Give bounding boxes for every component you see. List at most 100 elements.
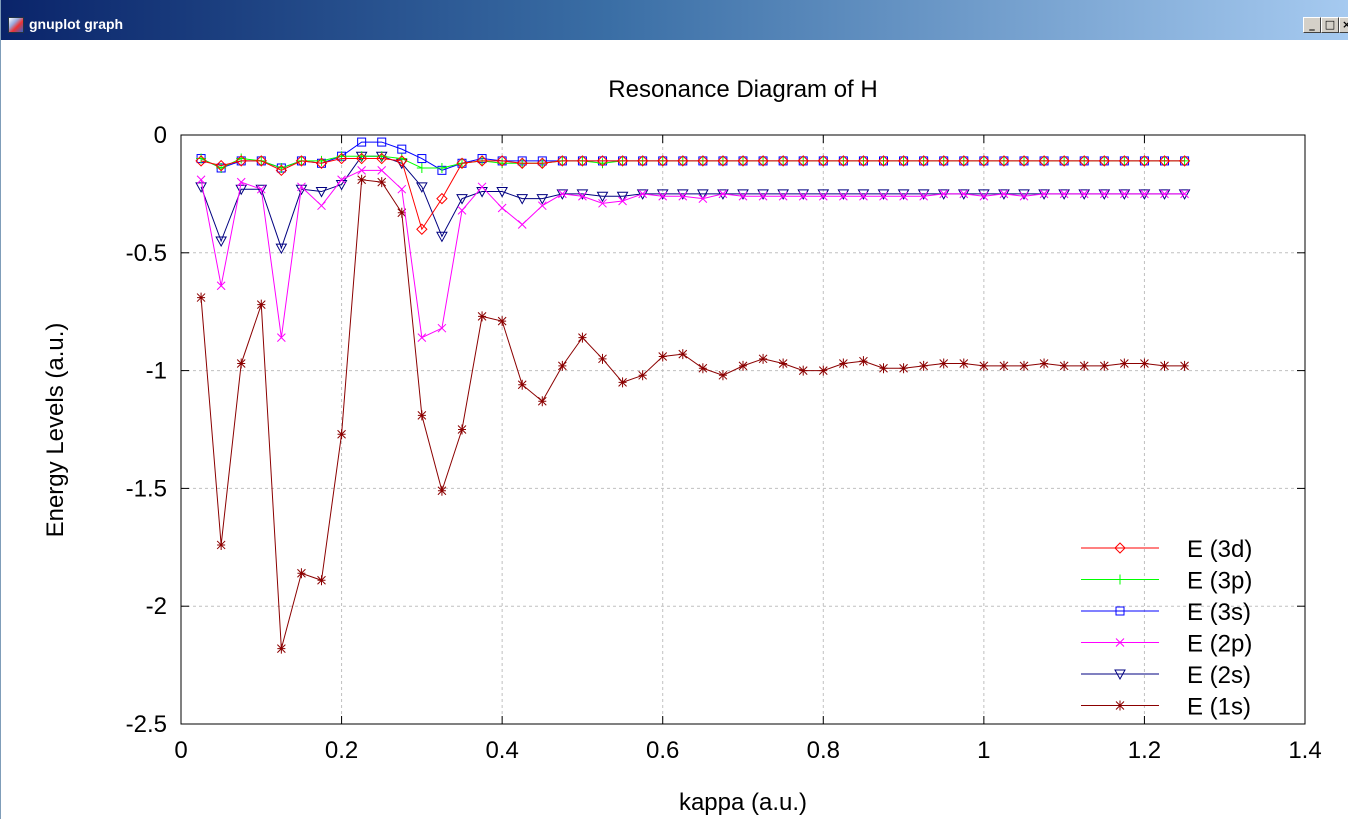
legend-label: E (1s): [1187, 694, 1251, 721]
data-point-marker: [277, 333, 286, 342]
data-point-marker: [798, 191, 808, 201]
data-point-marker: [717, 155, 729, 167]
data-point-marker: [416, 162, 427, 173]
y-tick-label: -1: [146, 358, 167, 385]
data-point-marker: [1019, 191, 1029, 201]
legend-label: E (3p): [1187, 568, 1252, 595]
series-line: [200, 158, 1185, 231]
data-point-marker: [737, 155, 749, 167]
data-point-marker: [357, 165, 366, 175]
data-point-marker: [496, 155, 508, 167]
data-point-marker: [1114, 542, 1126, 554]
data-point-marker: [437, 323, 447, 333]
data-point-marker: [859, 356, 868, 367]
data-point-marker: [195, 182, 207, 193]
data-point-marker: [537, 201, 547, 211]
data-point-marker: [958, 155, 970, 167]
data-point-marker: [317, 201, 326, 211]
data-point-marker: [1138, 155, 1151, 167]
data-point-marker: [317, 575, 326, 586]
gnuplot-app-icon[interactable]: [8, 17, 24, 33]
data-point-marker: [558, 189, 567, 199]
data-point-marker: [357, 174, 366, 185]
data-point-marker: [919, 191, 928, 201]
title-bar[interactable]: gnuplot graph _ □ ×: [1, 0, 1348, 40]
data-point-marker: [315, 157, 328, 169]
data-point-marker: [335, 152, 348, 165]
data-point-marker: [1018, 155, 1030, 167]
data-point-marker: [718, 189, 728, 199]
data-point-marker: [677, 155, 689, 167]
data-point-marker: [436, 192, 448, 205]
data-point-marker: [757, 155, 769, 167]
data-point-marker: [436, 231, 448, 243]
data-point-marker: [196, 292, 206, 303]
y-tick-label: -0.5: [126, 240, 167, 267]
data-point-marker: [636, 155, 649, 167]
data-point-marker: [417, 333, 427, 342]
legend-label: E (3d): [1187, 536, 1252, 563]
data-point-marker: [477, 311, 487, 322]
data-point-marker: [377, 177, 387, 188]
data-point-marker: [497, 203, 507, 213]
x-axis-label: kappa (a.u.): [679, 789, 807, 816]
data-point-marker: [618, 377, 627, 388]
data-point-marker: [1099, 360, 1109, 371]
data-point-marker: [818, 191, 828, 201]
data-point-marker: [516, 194, 529, 205]
data-point-marker: [657, 155, 669, 167]
data-point-marker: [899, 191, 908, 201]
legend: E (3d) E (3p) E (3s) E (2p) E (2s) E (1s): [1081, 536, 1252, 721]
data-point-marker: [196, 175, 206, 185]
minimize-button[interactable]: _: [1303, 17, 1321, 33]
data-point-marker: [738, 360, 748, 371]
data-point-marker: [456, 194, 468, 205]
data-point-marker: [857, 155, 870, 167]
data-point-marker: [457, 206, 467, 215]
data-point-marker: [1098, 155, 1110, 167]
data-point-marker: [879, 191, 888, 201]
series-e-1s: [196, 174, 1189, 654]
data-point-marker: [437, 485, 447, 496]
data-point-marker: [598, 198, 607, 208]
data-point-marker: [598, 353, 607, 364]
data-point-marker: [496, 187, 508, 198]
data-point-marker: [1114, 669, 1126, 681]
data-point-marker: [1160, 189, 1169, 199]
data-point-marker: [979, 191, 989, 201]
data-point-marker: [1039, 189, 1049, 199]
series-line: [200, 155, 1185, 250]
data-point-marker: [999, 360, 1009, 371]
data-point-marker: [277, 643, 286, 654]
x-tick-label: 0.6: [646, 737, 679, 764]
data-point-marker: [1059, 189, 1069, 199]
data-point-marker: [596, 155, 609, 167]
x-tick-label: 1: [977, 737, 990, 764]
data-point-marker: [917, 155, 930, 167]
data-point-marker: [1079, 189, 1089, 199]
data-point-marker: [456, 157, 468, 169]
data-point-marker: [417, 154, 427, 164]
data-point-marker: [417, 410, 427, 421]
data-point-marker: [416, 223, 428, 235]
data-point-marker: [778, 191, 788, 201]
data-point-marker: [1140, 358, 1149, 369]
close-button[interactable]: ×: [1339, 17, 1348, 33]
data-point-marker: [1058, 155, 1070, 167]
data-point-marker: [658, 351, 668, 362]
data-point-marker: [817, 155, 829, 167]
data-point-marker: [616, 155, 629, 167]
data-point-marker: [978, 155, 990, 167]
data-point-marker: [658, 191, 668, 201]
data-point-marker: [256, 184, 266, 194]
data-point-marker: [1099, 189, 1109, 199]
x-tick-label: 1.2: [1128, 737, 1161, 764]
data-point-marker: [638, 189, 647, 199]
maximize-button[interactable]: □: [1321, 17, 1339, 33]
legend-label: E (2p): [1187, 631, 1252, 658]
data-point-marker: [215, 159, 227, 172]
data-point-marker: [678, 349, 688, 360]
data-point-marker: [236, 177, 246, 187]
data-point-marker: [216, 281, 226, 291]
